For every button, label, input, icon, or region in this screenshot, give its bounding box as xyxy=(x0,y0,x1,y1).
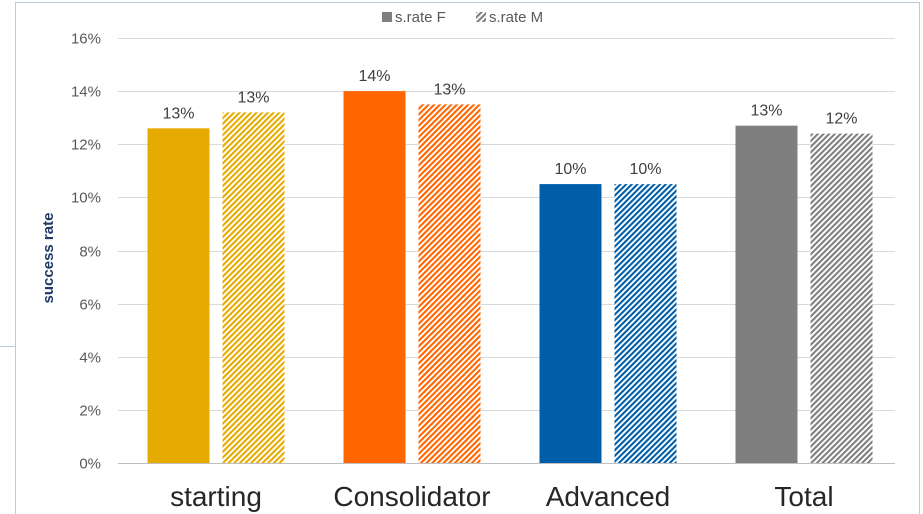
y-tick-label: 10% xyxy=(71,190,101,207)
y-tick-label: 12% xyxy=(71,137,101,154)
bar-s-rate-m-consolidator xyxy=(418,104,481,463)
y-tick-label: 14% xyxy=(71,84,101,101)
legend-swatch-s-rate-m xyxy=(476,12,486,22)
y-tick-label: 6% xyxy=(79,297,101,314)
category-label-consolidator: Consolidator xyxy=(333,481,490,512)
data-label-s-rate-m-consolidator: 13% xyxy=(433,81,465,98)
y-tick-label: 0% xyxy=(79,456,101,473)
y-tick-label: 2% xyxy=(79,403,101,420)
bar-s-rate-m-total xyxy=(810,133,873,463)
bar-s-rate-f-consolidator xyxy=(343,91,406,463)
y-axis-tick-labels: 0% 2% 4% 6% 8% 10% 12% 14% 16% xyxy=(71,31,101,473)
legend-swatch-s-rate-f xyxy=(382,12,392,22)
data-label-s-rate-f-advanced: 10% xyxy=(554,161,586,178)
bar-s-rate-m-advanced xyxy=(614,184,677,463)
y-tick-label: 16% xyxy=(71,31,101,48)
data-label-s-rate-m-total: 12% xyxy=(825,111,857,128)
legend-item-s-rate-m: s.rate M xyxy=(476,9,543,26)
category-label-advanced: Advanced xyxy=(546,481,671,512)
bar-s-rate-f-advanced xyxy=(539,184,602,463)
y-tick-label: 4% xyxy=(79,350,101,367)
data-label-s-rate-f-consolidator: 14% xyxy=(358,68,390,85)
y-axis-title: success rate xyxy=(40,213,57,304)
category-label-starting: starting xyxy=(170,481,262,512)
data-label-s-rate-f-total: 13% xyxy=(750,103,782,120)
legend-item-s-rate-f: s.rate F xyxy=(382,9,446,26)
data-label-s-rate-m-starting: 13% xyxy=(237,89,269,106)
bar-s-rate-m-starting xyxy=(222,112,285,463)
data-label-s-rate-f-starting: 13% xyxy=(162,105,194,122)
legend-label-s-rate-f: s.rate F xyxy=(395,9,446,26)
bar-s-rate-f-starting xyxy=(147,128,210,463)
category-label-total: Total xyxy=(774,481,833,512)
legend-label-s-rate-m: s.rate M xyxy=(489,9,543,26)
bar-s-rate-f-total xyxy=(735,125,798,463)
chart-frame xyxy=(15,2,920,514)
data-label-s-rate-m-advanced: 10% xyxy=(629,161,661,178)
bars xyxy=(147,91,873,463)
y-tick-label: 8% xyxy=(79,244,101,261)
data-labels: 13% 13% 14% 13% 10% 10% 13% 12% xyxy=(162,68,857,178)
legend: s.rate F s.rate M xyxy=(382,9,543,26)
category-labels: starting Consolidator Advanced Total xyxy=(170,481,833,512)
